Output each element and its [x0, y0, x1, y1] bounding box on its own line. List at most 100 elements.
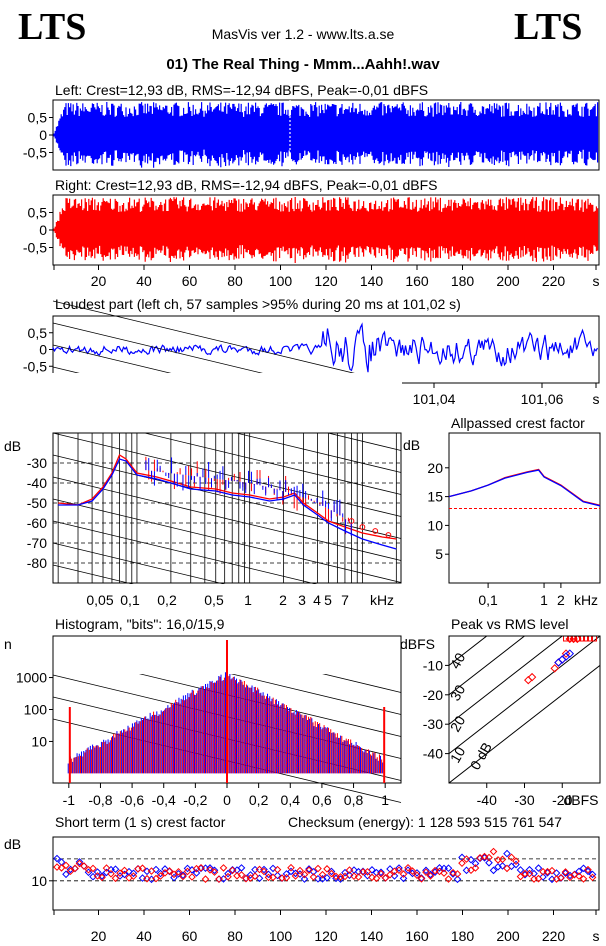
short-crest-point-red: [278, 874, 286, 882]
spectrum-series-1: [58, 458, 397, 550]
short-crest-xlabel: 200: [496, 928, 520, 944]
short-crest-point-red: [197, 863, 205, 872]
short-crest-point-blue: [485, 858, 493, 867]
short-crest-point-blue: [530, 869, 538, 878]
short-crest-point-red: [323, 865, 331, 873]
histogram-xlabel: 0,2: [249, 792, 269, 808]
histogram-ylabel: n: [4, 636, 12, 652]
allpass-crest-xlabel: kHz: [574, 592, 598, 608]
short-crest-point-red: [489, 847, 498, 856]
short-crest-point-red: [359, 868, 367, 876]
short-crest-point-red: [462, 855, 471, 863]
right-waveform-xlabel: 120: [314, 273, 338, 289]
short-crest-xlabel: 60: [182, 928, 198, 944]
short-crest-point-red: [381, 874, 390, 882]
short-crest-point-red: [251, 872, 259, 880]
short-crest-point-blue: [525, 865, 534, 874]
short-crest-point-red: [453, 870, 462, 878]
short-crest-point-red: [512, 857, 520, 865]
short-crest-point-red: [579, 875, 588, 883]
short-crest-point-blue: [323, 874, 331, 882]
short-crest-point-red: [521, 869, 529, 878]
peak-vs-rms-title: Peak vs RMS level: [451, 616, 568, 632]
spectrum-frame: [52, 432, 402, 584]
short-crest-point-red: [215, 875, 223, 883]
lts-logo-right: LTS: [514, 6, 583, 48]
histogram-xlabel: 0,8: [344, 792, 364, 808]
short-crest-point-blue: [192, 869, 201, 877]
short-crest-ytick: 10: [31, 873, 47, 889]
spectrum-frame: [52, 432, 402, 584]
short-crest-point-blue: [584, 867, 592, 876]
peak-vs-rms-diag-label: 20: [447, 713, 469, 735]
lts-logo-left: LTS: [18, 6, 87, 48]
peak-vs-rms-xlabel: -20: [552, 792, 572, 808]
peak-vs-rms-diagonal: [449, 636, 600, 755]
short-crest-point-red: [138, 864, 147, 873]
short-crest-point-blue: [480, 853, 489, 862]
short-crest-point-red: [534, 874, 543, 883]
short-crest-point-red: [129, 872, 138, 880]
right-waveform-xlabel: 60: [182, 273, 198, 289]
histogram-xlabel: -0,4: [152, 792, 176, 808]
short-crest-point-blue: [251, 865, 259, 874]
short-crest-point-red: [210, 868, 219, 876]
peak-vs-rms-top-point: [579, 636, 586, 642]
short-crest-xlabel: 40: [136, 928, 152, 944]
short-crest-point-red: [539, 867, 547, 876]
short-crest-point-blue: [336, 875, 345, 883]
short-crest-point-red: [170, 870, 178, 879]
right-waveform-xlabel: 100: [269, 273, 293, 289]
short-crest-point-red: [408, 867, 417, 875]
short-crest-point-blue: [548, 875, 556, 884]
short-crest-point-blue: [422, 866, 430, 875]
short-crest-point-red: [264, 873, 273, 882]
spectrum-marker: [385, 532, 392, 538]
short-crest-xlabel: 20: [91, 928, 107, 944]
peak-vs-rms-diag-label: 40: [447, 650, 469, 672]
spectrum-xlabel: 5: [324, 592, 332, 608]
short-crest-point-blue: [417, 874, 426, 882]
short-crest-point-blue: [471, 859, 480, 868]
short-crest-xlabel: 80: [227, 928, 243, 944]
allpass-crest-series-0: [448, 468, 601, 506]
spectrum-xlabel: 2: [279, 592, 287, 608]
short-crest-point-blue: [467, 855, 475, 864]
peak-vs-rms-ytick: -10: [423, 657, 443, 673]
short-crest-point-red: [116, 869, 124, 877]
spectrum-xlabel: 1: [244, 592, 252, 608]
short-crest-xlabel: 140: [360, 928, 384, 944]
short-crest-point-red: [66, 867, 75, 876]
spectrum-mask-top: [52, 373, 402, 433]
short-crest-point-red: [318, 870, 327, 879]
short-crest-point-red: [179, 872, 187, 881]
short-crest-point-red: [566, 873, 574, 882]
loudest-part-xlabel: s: [593, 391, 600, 407]
peak-vs-rms-plot-area: [449, 636, 600, 783]
short-crest-point-red: [75, 859, 84, 868]
short-crest-point-red: [345, 866, 354, 874]
checksum-label: Checksum (energy): 1 128 593 515 761 547: [288, 814, 562, 830]
short-crest-point-red: [102, 864, 111, 872]
short-crest-point-red: [426, 872, 435, 880]
file-title: 01) The Real Thing - Mmm...Aahh!.wav: [166, 56, 440, 73]
short-crest-point-red: [399, 870, 408, 878]
right-waveform-xlabel: 200: [496, 273, 520, 289]
short-crest-xlabel: 180: [451, 928, 475, 944]
allpass-crest-frame: [448, 432, 601, 584]
short-crest-point-blue: [534, 864, 543, 872]
short-crest-xlabel: 120: [314, 928, 338, 944]
short-crest-point-red: [143, 874, 151, 883]
loudest-part-ytick: -0,5: [23, 358, 47, 374]
right-waveform-xlabel: 40: [136, 273, 152, 289]
spectrum-slope: [52, 498, 402, 583]
right-waveform-ytick: -0,5: [23, 240, 47, 256]
allpass-crest-series-1: [448, 469, 601, 507]
short-crest-point-red: [309, 873, 318, 881]
short-crest-point-blue: [98, 872, 106, 880]
short-crest-point-blue: [444, 864, 453, 873]
spectrum-xlabel: 0,5: [204, 592, 224, 608]
short-crest-point-blue: [498, 862, 507, 870]
